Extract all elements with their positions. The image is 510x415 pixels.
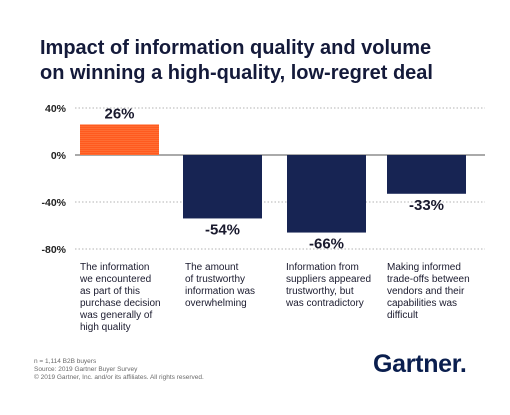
data-label-0: 26% bbox=[104, 105, 134, 122]
data-label-1: -54% bbox=[205, 221, 240, 238]
category-label-line: of trustworthy bbox=[185, 274, 246, 285]
category-label-line: vendors and their bbox=[387, 286, 465, 297]
footnote-source: Source: 2019 Gartner Buyer Survey bbox=[34, 366, 138, 373]
category-label-line: Information from bbox=[286, 262, 359, 273]
category-label-line: was contradictory bbox=[286, 298, 364, 309]
footnote-sample: n = 1,114 B2B buyers bbox=[34, 358, 97, 365]
category-label-line: suppliers appeared bbox=[286, 274, 372, 285]
gartner-logo: Gartner. bbox=[373, 350, 467, 378]
category-label-line: The amount bbox=[185, 262, 239, 273]
data-label-2: -66% bbox=[309, 236, 344, 253]
y-tick-label: -80% bbox=[41, 244, 66, 256]
category-label-line: trade-offs between bbox=[387, 274, 470, 285]
footnotes: n = 1,114 B2B buyers Source: 2019 Gartne… bbox=[34, 358, 204, 382]
category-label-0: The information we encountered as part of … bbox=[80, 262, 198, 334]
bar-2 bbox=[287, 155, 366, 233]
y-tick-label: 40% bbox=[45, 103, 67, 115]
category-label-1: The amount of trustworthy information was o… bbox=[185, 262, 303, 310]
category-label-line: overwhelming bbox=[185, 298, 247, 309]
category-label-line: The information bbox=[80, 262, 150, 273]
category-label-line: as part of this bbox=[80, 286, 141, 297]
chart-title-line-2: on winning a high-quality, low-regret de… bbox=[40, 62, 433, 84]
category-label-line: purchase decision bbox=[80, 298, 161, 309]
category-label-line: information was bbox=[185, 286, 256, 297]
bar-3 bbox=[387, 155, 466, 194]
category-label-2: Information from suppliers appeared trustw… bbox=[286, 262, 404, 310]
chart-title: Impact of information quality and volume… bbox=[40, 36, 480, 86]
bar-0 bbox=[80, 124, 159, 155]
y-tick-label: -40% bbox=[41, 197, 66, 209]
category-label-line: was generally of bbox=[80, 310, 153, 321]
chart-title-line-1: Impact of information quality and volume bbox=[40, 37, 432, 59]
category-label-line: we encountered bbox=[80, 274, 152, 285]
category-label-line: difficult bbox=[387, 310, 418, 321]
category-label-3: Making informed trade-offs between vendors… bbox=[387, 262, 505, 322]
category-label-line: Making informed bbox=[387, 262, 461, 273]
category-label-line: high quality bbox=[80, 322, 131, 333]
y-tick-label: 0% bbox=[51, 150, 67, 162]
footnote-copyright: © 2019 Gartner, Inc. and/or its affiliat… bbox=[34, 374, 204, 381]
bar-1 bbox=[183, 155, 262, 219]
data-label-3: -33% bbox=[409, 197, 444, 214]
category-label-line: trustworthy, but bbox=[286, 286, 354, 297]
category-label-line: capabilities was bbox=[387, 298, 458, 309]
